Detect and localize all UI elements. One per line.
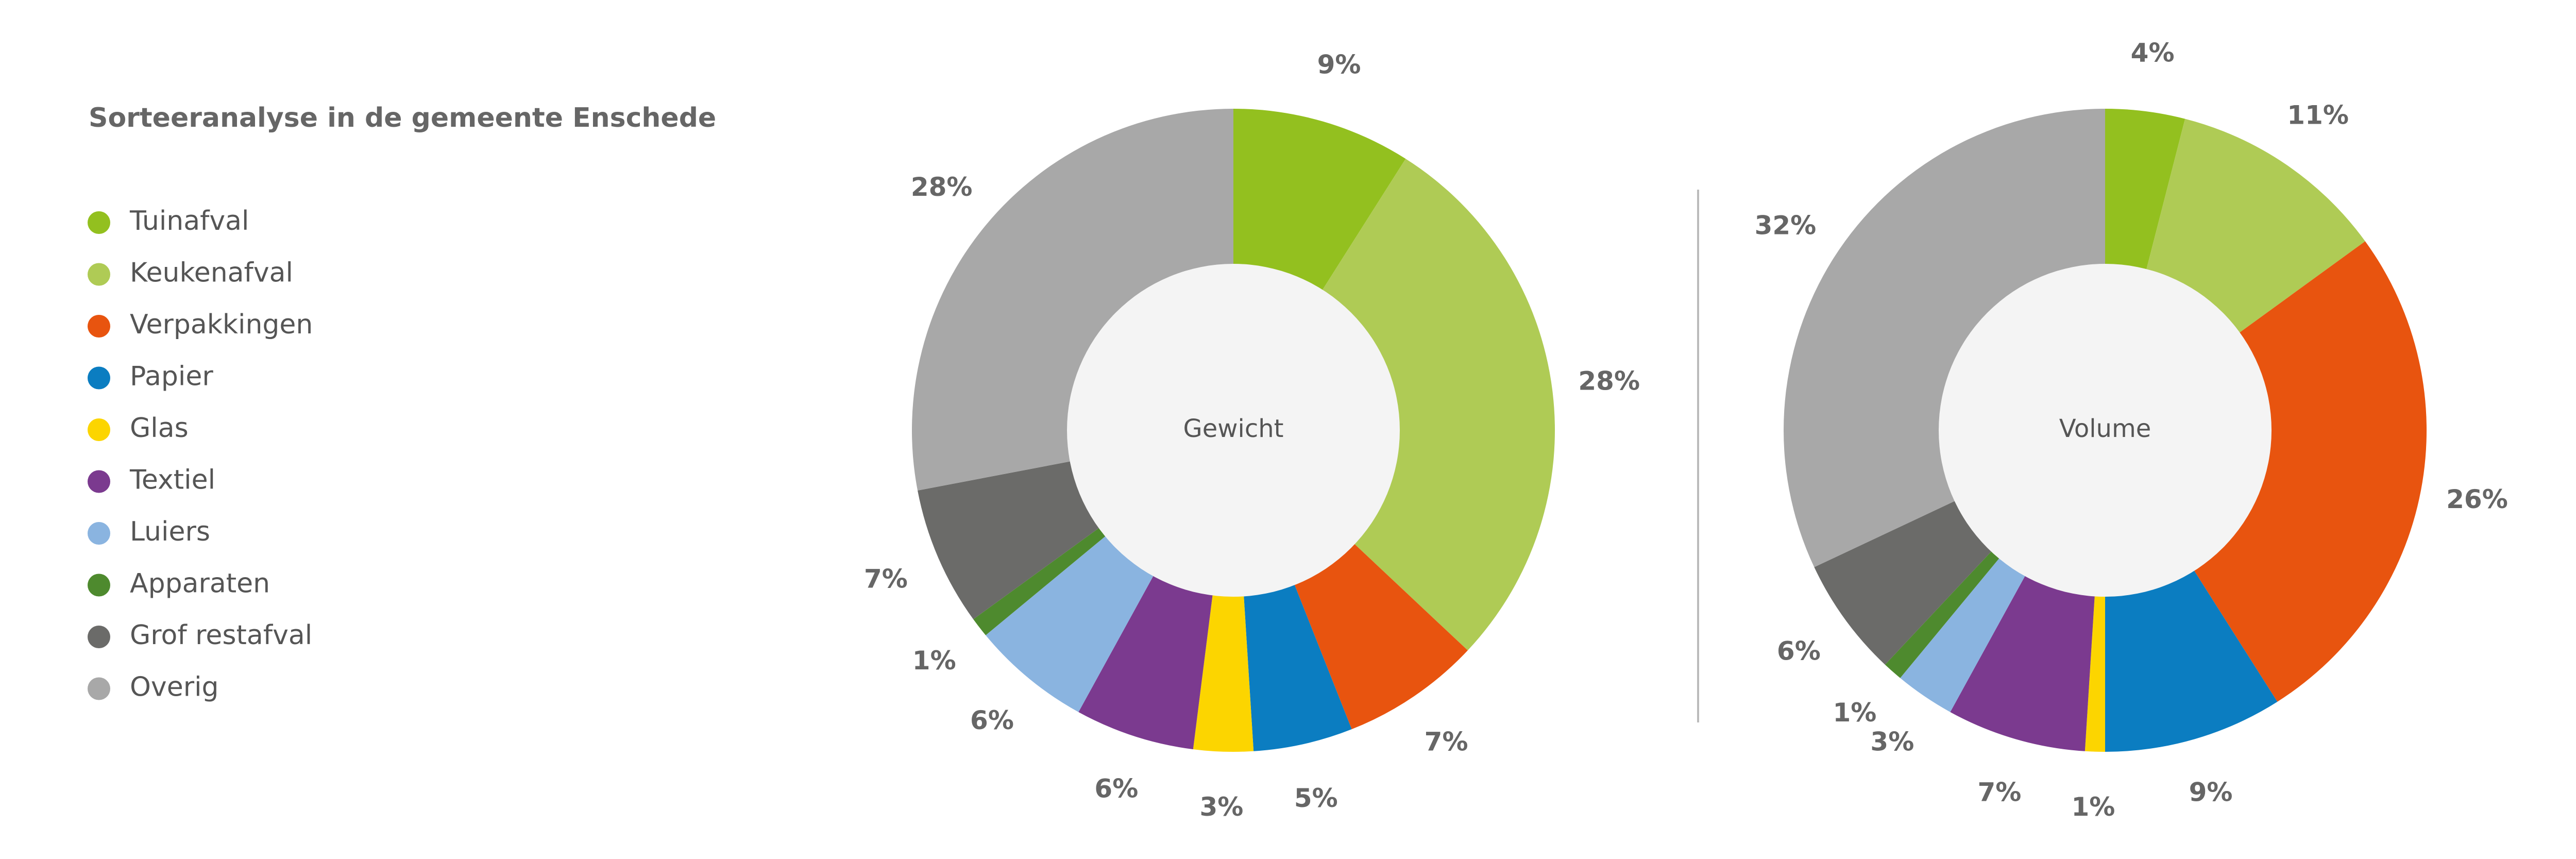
value-label: 5% [1294, 783, 1338, 813]
value-label: 3% [1870, 727, 1914, 756]
legend-label: Glas [130, 413, 189, 444]
legend-swatch [88, 418, 110, 441]
center-label: Gewicht [1183, 414, 1284, 443]
center-label: Volume [2059, 414, 2151, 443]
value-label: 4% [2131, 38, 2175, 68]
legend-label: Luiers [130, 516, 210, 547]
value-label: 28% [1578, 366, 1640, 396]
value-label: 1% [912, 646, 956, 676]
value-label: 1% [1833, 698, 1876, 728]
value-label: 11% [2287, 100, 2349, 130]
chart-title: Sorteeranalyse in de gemeente Enschede [89, 103, 716, 133]
legend-swatch [88, 470, 110, 493]
value-label: 6% [1777, 636, 1821, 666]
value-label: 1% [2071, 792, 2115, 822]
value-label: 6% [970, 705, 1014, 735]
donut-hole [1939, 264, 2272, 597]
legend-label: Tuinafval [129, 206, 249, 237]
value-label: 3% [1199, 792, 1243, 822]
legend-label: Papier [130, 361, 213, 392]
legend-label: Verpakkingen [130, 309, 313, 340]
legend-swatch [88, 626, 110, 648]
legend-swatch [88, 677, 110, 700]
legend-label: Overig [130, 672, 219, 703]
donut-hole [1067, 264, 1400, 597]
legend-label: Apparaten [130, 568, 270, 599]
value-label: 7% [864, 564, 908, 594]
value-label: 28% [911, 172, 973, 202]
legend-swatch [88, 263, 110, 286]
legend-swatch [88, 366, 110, 390]
value-label: 7% [1977, 777, 2021, 807]
legend-label: Keukenafval [130, 258, 293, 289]
value-label: 9% [2189, 777, 2233, 807]
legend-swatch [88, 211, 110, 234]
legend-label: Textiel [129, 465, 215, 496]
value-label: 9% [1317, 50, 1361, 80]
legend-swatch [88, 522, 110, 545]
legend-swatch [88, 315, 110, 338]
value-label: 7% [1425, 727, 1468, 756]
legend-swatch [88, 574, 110, 597]
value-label: 26% [2446, 484, 2508, 514]
value-label: 6% [1094, 774, 1138, 804]
legend-label: Grof restafval [130, 620, 312, 651]
value-label: 32% [1755, 211, 1817, 241]
